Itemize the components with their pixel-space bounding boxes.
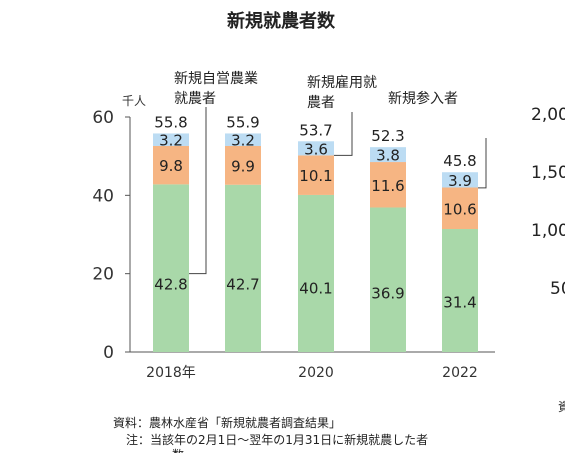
y-tick-label-1: 20 [92,265,114,285]
partial-right-tick-2: 1,50 [531,163,565,183]
annotation-own-farm-line2: 就農者 [174,91,216,107]
bar-1-series-0 [225,184,261,352]
bar-1-series-1 [225,145,261,185]
bar-layer: 020406042.89.83.255.82018年42.79.93.255.9… [92,108,495,381]
value-label-4-series-0: 31.4 [443,294,476,312]
bar-3-series-0 [370,207,406,352]
bar-2-series-2 [298,141,334,156]
value-label-4-series-1: 10.6 [443,200,476,218]
y-tick-label-3: 60 [92,108,114,128]
bar-0-series-1 [153,145,189,185]
annotation-new-entrant: 新規参入者 [388,90,458,107]
bar-0-series-2 [153,133,189,146]
leader-own-farm [189,107,207,275]
x-tick-label-0: 2018年 [146,365,196,381]
bar-3-series-1 [370,162,406,208]
x-tick-label-4: 2022 [442,365,478,381]
bar-2-series-1 [298,155,334,195]
value-label-0-series-1: 9.8 [159,157,183,175]
bar-4-series-2 [442,172,478,188]
partial-right-note: 資 [558,400,565,414]
unit-label: 千人 [122,94,146,108]
partial-right-tick-3: 1,00 [531,221,565,241]
value-label-0-series-0: 42.8 [154,275,187,293]
value-label-3-series-2: 3.8 [376,147,400,165]
value-label-2-series-1: 10.1 [299,167,332,185]
leader-employed [334,112,353,156]
bar-0-series-0 [153,184,189,352]
value-label-1-series-2: 3.2 [231,132,255,150]
total-label-4: 45.8 [443,152,476,170]
value-label-3-series-0: 36.9 [371,285,404,303]
total-label-2: 53.7 [299,121,332,139]
value-label-4-series-2: 3.9 [448,172,472,190]
value-label-0-series-2: 3.2 [159,132,183,150]
bar-3-series-2 [370,147,406,163]
value-label-1-series-0: 42.7 [226,275,259,293]
total-label-0: 55.8 [154,113,187,131]
annotation-own-farm-line1: 新規自営農業 [174,71,258,87]
value-label-3-series-1: 11.6 [371,177,404,195]
footnote: 注：当該年の2月1日～翌年の1月31日に新規就農した者 [126,432,428,447]
value-label-2-series-2: 3.6 [304,140,328,158]
value-label-1-series-1: 9.9 [231,157,255,175]
leader-new-entrant [478,138,487,189]
bar-4-series-0 [442,229,478,352]
bar-1-series-2 [225,133,261,146]
total-label-3: 52.3 [371,127,404,145]
annotation-employed-line2: 農者 [307,95,335,111]
value-label-2-series-0: 40.1 [299,280,332,298]
annotation-layer [189,107,487,275]
source-note: 資料：農林水産省「新規就農者調査結果」 [113,415,341,430]
y-tick-label-2: 40 [92,186,114,206]
footnote-cut: 数 [172,447,184,453]
y-tick-label-0: 0 [103,343,114,363]
chart-title: 新規就農者数 [227,10,336,32]
annotation-employed-line1: 新規雇用就 [307,74,377,91]
bar-4-series-1 [442,187,478,230]
partial-right-tick-1: 2,00 [531,105,565,125]
x-tick-label-2: 2020 [298,365,334,381]
total-label-1: 55.9 [226,113,259,131]
bar-2-series-0 [298,194,334,352]
partial-right-tick-4: 50 [550,279,565,299]
